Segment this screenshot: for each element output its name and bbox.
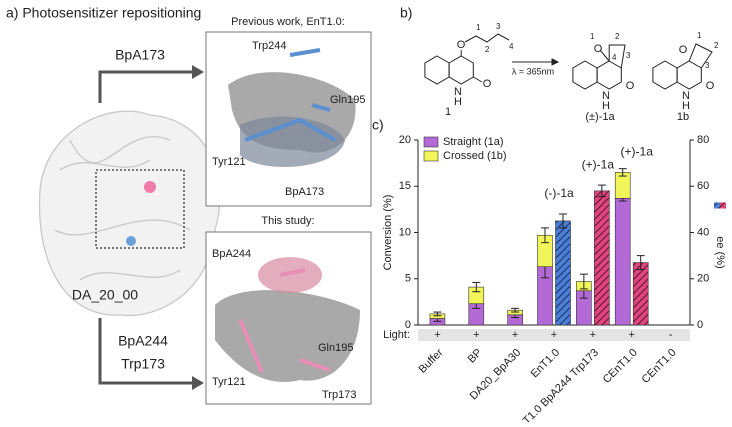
structure-image: [205, 31, 372, 207]
protein-label: DA_20_00: [72, 287, 138, 303]
atom: 4: [509, 42, 514, 51]
panel-b-label: b): [400, 5, 412, 21]
y-tick-label: 5: [405, 273, 411, 285]
atom: 3: [626, 51, 631, 60]
atom: H: [602, 100, 610, 112]
residue-label: Trp244: [252, 40, 286, 52]
legend-label: Straight (1a): [443, 136, 504, 148]
atom: 3: [496, 22, 501, 31]
y2-tick-label: 20: [697, 273, 709, 285]
light-sign: +: [434, 329, 440, 341]
atom: 2: [485, 45, 490, 54]
residue-label: Gln195: [318, 342, 353, 354]
atom: O: [483, 78, 492, 90]
light-sign: +: [551, 329, 557, 341]
bar-segment: [614, 197, 631, 326]
y2-swatch: [714, 202, 720, 209]
residue-label: Tyr121: [212, 156, 246, 168]
atom: O: [594, 43, 603, 55]
y-tick-label: 20: [399, 134, 411, 146]
light-sign: -: [669, 329, 673, 341]
x-tick-label: CEnT1.0: [640, 347, 679, 386]
compound-label: 1b: [677, 111, 689, 123]
structure-image: [205, 231, 372, 405]
annotation: (+)-1a: [582, 157, 615, 171]
light-sign: +: [473, 329, 479, 341]
atom: H: [682, 100, 690, 112]
y2-axis-title: ee (%): [714, 236, 726, 268]
ee-bar: [594, 190, 610, 326]
ee-bar: [632, 262, 649, 326]
x-tick-label: EnT1.0: [529, 347, 563, 381]
atom: 2: [714, 41, 719, 50]
box-title: This study:: [261, 215, 314, 227]
y-axis-title: Conversion (%): [382, 195, 394, 271]
arrow-label: BpA244: [118, 333, 168, 349]
annotation: (+)-1a: [621, 145, 654, 159]
y-tick-label: 0: [405, 319, 411, 331]
compound-label: (±)-1a: [585, 111, 615, 123]
light-row: [418, 329, 690, 341]
y2-tick-label: 0: [697, 319, 703, 331]
light-label: Light:: [383, 329, 410, 341]
ee-bar: [555, 220, 571, 326]
protein-image: [38, 110, 221, 317]
light-sign: +: [590, 329, 596, 341]
atom: O: [679, 44, 688, 56]
atom: N: [682, 90, 690, 102]
atom: N: [454, 86, 462, 98]
atom: N: [602, 90, 610, 102]
atom: 3: [705, 61, 710, 70]
y2-tick-label: 60: [697, 180, 709, 192]
y-tick-label: 15: [399, 180, 411, 192]
residue-label: BpA244: [212, 248, 251, 260]
chemical-structures: [424, 33, 713, 90]
atom: O: [626, 80, 635, 92]
x-tick-label: Buffer: [417, 346, 446, 375]
y2-tick-label: 80: [697, 134, 709, 146]
atom: O: [457, 39, 466, 51]
y2-swatch: [720, 202, 726, 209]
y2-tick-label: 40: [697, 226, 709, 238]
residue-label: BpA173: [285, 186, 324, 198]
arrow-label: Trp173: [121, 356, 165, 372]
x-tick-label: BP: [466, 347, 485, 366]
atom: 1: [590, 32, 595, 41]
legend-swatch: [423, 150, 439, 162]
residue-label: Tyr121: [212, 376, 246, 388]
compound-label: 1: [445, 106, 451, 118]
arrow-label: BpA173: [115, 47, 165, 63]
condition: λ = 365nm: [512, 66, 554, 76]
residue-label: Gln195: [330, 94, 365, 106]
legend-label: Crossed (1b): [443, 150, 507, 162]
atom: 1: [697, 31, 702, 40]
atom: 2: [615, 32, 620, 41]
light-sign: +: [628, 329, 634, 341]
legend-swatch: [423, 136, 439, 148]
panel-a-label: a) Photosensitizer repositioning: [6, 5, 201, 21]
atom: O: [706, 80, 715, 92]
atom: 1: [476, 23, 481, 32]
x-tick-label: CEnT1.0: [601, 347, 640, 386]
residue-label: Trp173: [322, 389, 356, 401]
annotation: (-)-1a: [544, 186, 574, 200]
panel-c-label: c): [372, 117, 384, 133]
atom: H: [454, 96, 462, 108]
y-tick-label: 10: [399, 226, 411, 238]
box-title: Previous work, EnT1.0:: [231, 16, 345, 28]
arrows: [98, 65, 204, 390]
atom: 4: [612, 53, 617, 62]
light-sign: +: [512, 329, 518, 341]
chart: 0 5 10 15 20 0 20 40 60 80 Conversion (%) ee (%) Lig…: [382, 134, 726, 427]
